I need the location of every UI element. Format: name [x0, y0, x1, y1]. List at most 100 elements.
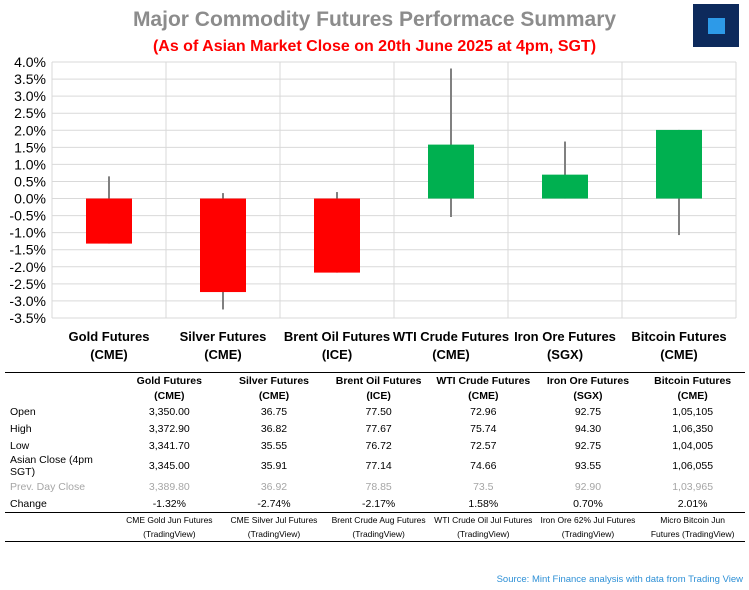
table-cell: 1,03,965	[672, 480, 714, 493]
source-cell: (TradingView)	[221, 527, 327, 542]
x-tick-label: Brent Oil Futures	[284, 329, 390, 344]
table-cell: 2.01%	[677, 497, 708, 510]
table-cell: 77.67	[365, 422, 392, 435]
table-row-low: Low 3,341.70 35.55 76.72 72.57 92.75 1,0…	[5, 437, 745, 454]
row-label: High	[10, 422, 32, 435]
y-tick-label: 3.0%	[14, 88, 46, 104]
table-cell: 92.90	[574, 480, 602, 493]
y-tick-label: -3.0%	[9, 293, 46, 309]
source-cell: CME Gold Jun Futures	[117, 512, 222, 527]
y-tick-label: -1.5%	[9, 242, 46, 258]
row-label: Change	[10, 497, 47, 510]
y-tick-label: 0.0%	[14, 191, 46, 207]
table-source-row: CME Gold Jun Futures CME Silver Jul Futu…	[5, 512, 745, 527]
table-cell: 36.92	[260, 480, 288, 493]
table-cell: 78.85	[365, 480, 392, 493]
source-cell: (TradingView)	[430, 527, 536, 542]
table-exchange-gold: (CME)	[154, 389, 185, 402]
table-cell: 3,372.90	[148, 422, 190, 435]
table-cell: 92.75	[574, 405, 602, 418]
source-cell: Brent Crude Aug Futures	[326, 512, 431, 527]
data-table: Gold Futures Silver Futures Brent Oil Fu…	[5, 372, 745, 542]
table-cell: 36.75	[260, 405, 288, 418]
square-logo-icon	[693, 4, 739, 47]
table-exchange-silver: (CME)	[258, 389, 290, 402]
x-tick-label: Bitcoin Futures	[631, 329, 726, 344]
table-cell: 74.66	[470, 460, 497, 472]
table-cell: 72.57	[470, 439, 497, 452]
table-cell: 76.72	[365, 439, 392, 452]
candle-body	[428, 144, 474, 199]
table-exchange-iron-ore: (SGX)	[573, 389, 603, 402]
table-row-high: High 3,372.90 36.82 77.67 75.74 94.30 1,…	[5, 420, 745, 437]
table-cell: 3,350.00	[148, 405, 190, 418]
x-tick-label: Silver Futures	[180, 329, 267, 344]
source-cell: (TradingView)	[535, 527, 641, 542]
table-cell: 77.14	[365, 460, 392, 472]
table-exchange-bitcoin: (CME)	[677, 389, 708, 402]
table-cell: 35.55	[260, 439, 288, 452]
chart-subtitle: (As of Asian Market Close on 20th June 2…	[152, 38, 597, 55]
table-cell: 35.91	[260, 460, 288, 472]
y-tick-label: 2.5%	[14, 105, 46, 121]
candle-body	[542, 174, 588, 199]
table-cell: 1,05,105	[672, 405, 714, 418]
row-label: Prev. Day Close	[10, 480, 86, 493]
x-tick-label: Iron Ore Futures	[514, 329, 616, 344]
table-cell: 3,345.00	[148, 460, 190, 472]
y-tick-label: -0.5%	[9, 208, 46, 224]
table-cell: 72.96	[470, 405, 497, 418]
x-tick-label: WTI Crude Futures	[393, 329, 509, 344]
candlestick-chart: 4.0%3.5%3.0%2.5%2.0%1.5%1.0%0.5% 0.0%-0.5…	[9, 54, 737, 362]
source-cell: Iron Ore 62% Jul Futures	[535, 512, 641, 527]
y-tick-label: 2.0%	[14, 122, 46, 138]
y-tick-label: 4.0%	[14, 54, 46, 70]
source-cell: WTI Crude Oil Jul Futures	[430, 512, 536, 527]
row-label: Open	[10, 405, 36, 418]
y-tick-label: -1.0%	[9, 225, 46, 241]
y-tick-label: 0.5%	[14, 173, 46, 189]
x-tick-label: (CME)	[204, 347, 242, 362]
table-cell: 73.5	[473, 480, 494, 493]
x-tick-label: (ICE)	[322, 347, 352, 362]
table-header-bitcoin: Bitcoin Futures	[640, 372, 745, 388]
table-row-prev-close: Prev. Day Close 3,389.80 36.92 78.85 73.…	[5, 478, 745, 495]
table-cell: 1,04,005	[672, 439, 714, 452]
candle-body	[656, 129, 702, 199]
table-cell: 1,06,350	[672, 422, 714, 435]
table-cell: 1,06,055	[672, 460, 714, 472]
table-cell: -1.32%	[152, 497, 186, 510]
table-cell: -2.17%	[362, 497, 396, 510]
candle-body	[86, 198, 132, 244]
table-exchange-brent: (ICE)	[366, 389, 391, 402]
source-cell: Micro Bitcoin Jun	[640, 512, 745, 527]
table-header-row: Gold Futures Silver Futures Brent Oil Fu…	[5, 372, 745, 388]
y-tick-label: -2.0%	[9, 259, 46, 275]
table-cell: 3,341.70	[148, 439, 190, 452]
table-cell: -2.74%	[257, 497, 291, 510]
row-label: Low	[10, 439, 30, 452]
table-cell: 3,389.80	[148, 480, 190, 493]
table-header-wti: WTI Crude Futures	[430, 372, 536, 388]
source-cell: CME Silver Jul Futures	[221, 512, 327, 527]
table-header-silver: Silver Futures	[221, 372, 327, 388]
source-cell: (TradingView)	[117, 527, 222, 542]
candle-body	[314, 198, 360, 273]
source-cell: Futures (TradingView)	[640, 527, 745, 542]
table-cell: 93.55	[574, 460, 602, 472]
source-note: Source: Mint Finance analysis with data …	[496, 574, 743, 585]
table-cell: 1.58%	[468, 497, 499, 510]
table-row-open: Open 3,350.00 36.75 77.50 72.96 92.75 1,…	[5, 403, 745, 420]
table-exchange-wti: (CME)	[468, 389, 499, 402]
y-tick-label: 1.0%	[14, 156, 46, 172]
y-tick-label: -3.5%	[9, 310, 46, 326]
table-cell: 36.82	[260, 422, 288, 435]
source-cell: (TradingView)	[326, 527, 431, 542]
table-cell: 75.74	[470, 422, 497, 435]
x-tick-label: (CME)	[660, 347, 698, 362]
table-source-row-2: (TradingView) (TradingView) (TradingView…	[5, 527, 745, 542]
table-cell: 94.30	[574, 422, 602, 435]
table-header-brent: Brent Oil Futures	[326, 372, 431, 388]
table-header-exchange-row: (CME) (CME) (ICE) (CME) (SGX) (CME)	[5, 388, 745, 403]
x-tick-label: (SGX)	[547, 347, 583, 362]
